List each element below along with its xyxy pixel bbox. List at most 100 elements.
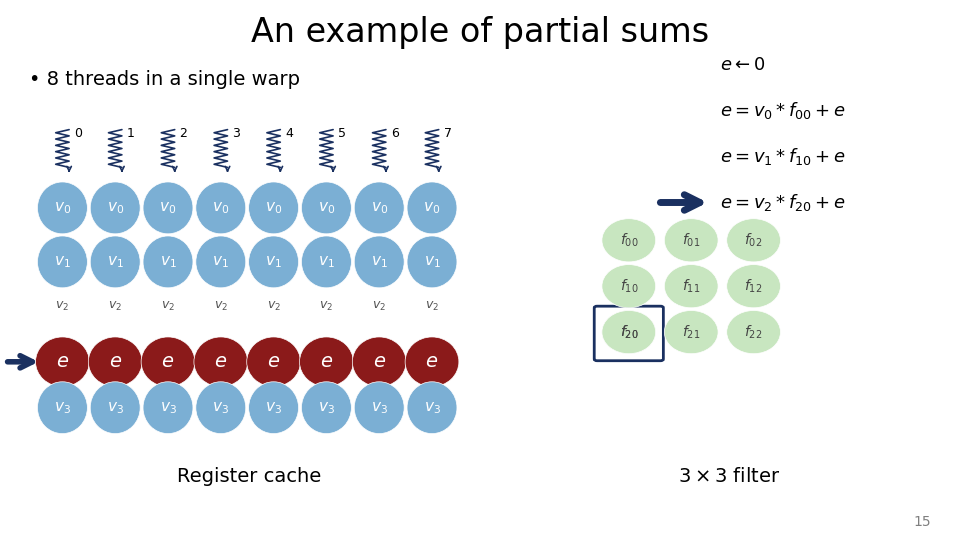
Ellipse shape xyxy=(301,236,351,288)
Ellipse shape xyxy=(602,265,656,308)
Text: $v_0$: $v_0$ xyxy=(423,200,441,216)
Text: $f_{20}$: $f_{20}$ xyxy=(619,323,638,341)
Ellipse shape xyxy=(196,182,246,234)
Ellipse shape xyxy=(354,236,404,288)
Text: $e = v_2 * f_{20} + e$: $e = v_2 * f_{20} + e$ xyxy=(720,192,846,213)
Ellipse shape xyxy=(90,382,140,434)
Ellipse shape xyxy=(143,382,193,434)
Text: 2: 2 xyxy=(180,127,187,140)
Ellipse shape xyxy=(664,265,718,308)
Ellipse shape xyxy=(90,182,140,234)
Text: $f_{21}$: $f_{21}$ xyxy=(682,323,701,341)
Text: $v_2$: $v_2$ xyxy=(372,300,386,313)
Ellipse shape xyxy=(301,182,351,234)
Ellipse shape xyxy=(37,236,87,288)
Text: $v_0$: $v_0$ xyxy=(54,200,71,216)
Text: 0: 0 xyxy=(74,127,82,140)
Text: $v_1$: $v_1$ xyxy=(265,254,282,270)
Text: 6: 6 xyxy=(391,127,398,140)
Ellipse shape xyxy=(37,182,87,234)
Text: $v_3$: $v_3$ xyxy=(159,400,177,416)
Text: Register cache: Register cache xyxy=(178,467,322,486)
Ellipse shape xyxy=(247,337,300,387)
Text: $v_2$: $v_2$ xyxy=(214,300,228,313)
Ellipse shape xyxy=(90,236,140,288)
Text: $e$: $e$ xyxy=(372,352,386,372)
Text: $v_3$: $v_3$ xyxy=(371,400,388,416)
Text: $v_1$: $v_1$ xyxy=(159,254,177,270)
Text: $e$: $e$ xyxy=(425,352,439,372)
Ellipse shape xyxy=(405,337,459,387)
Ellipse shape xyxy=(602,219,656,262)
Text: $v_1$: $v_1$ xyxy=(54,254,71,270)
Ellipse shape xyxy=(300,337,353,387)
Text: $e$: $e$ xyxy=(56,352,69,372)
Ellipse shape xyxy=(407,182,457,234)
Text: 1: 1 xyxy=(127,127,134,140)
Ellipse shape xyxy=(249,236,299,288)
Text: 5: 5 xyxy=(338,127,346,140)
Text: 3: 3 xyxy=(232,127,240,140)
Text: $e$: $e$ xyxy=(267,352,280,372)
Ellipse shape xyxy=(194,337,248,387)
Text: $v_0$: $v_0$ xyxy=(159,200,177,216)
Text: $v_0$: $v_0$ xyxy=(371,200,388,216)
Ellipse shape xyxy=(354,382,404,434)
Ellipse shape xyxy=(196,236,246,288)
Text: $f_{01}$: $f_{01}$ xyxy=(682,232,701,249)
Ellipse shape xyxy=(141,337,195,387)
Ellipse shape xyxy=(407,382,457,434)
Text: $v_1$: $v_1$ xyxy=(318,254,335,270)
Text: $e \leftarrow 0$: $e \leftarrow 0$ xyxy=(720,56,765,74)
Ellipse shape xyxy=(143,182,193,234)
Text: $e = v_1 * f_{10} + e$: $e = v_1 * f_{10} + e$ xyxy=(720,146,846,167)
Text: $f_{12}$: $f_{12}$ xyxy=(744,278,763,295)
Text: $f_{11}$: $f_{11}$ xyxy=(682,278,701,295)
FancyBboxPatch shape xyxy=(594,306,663,361)
Text: $v_3$: $v_3$ xyxy=(54,400,71,416)
Text: $v_1$: $v_1$ xyxy=(212,254,229,270)
Text: $e$: $e$ xyxy=(320,352,333,372)
Text: $e$: $e$ xyxy=(161,352,175,372)
Ellipse shape xyxy=(727,265,780,308)
Ellipse shape xyxy=(352,337,406,387)
Text: 4: 4 xyxy=(285,127,293,140)
Text: $f_{00}$: $f_{00}$ xyxy=(619,232,638,249)
Text: $v_3$: $v_3$ xyxy=(107,400,124,416)
Text: 15: 15 xyxy=(914,515,931,529)
Text: • 8 threads in a single warp: • 8 threads in a single warp xyxy=(29,70,300,89)
Text: $e$: $e$ xyxy=(214,352,228,372)
Text: $f_{20}$: $f_{20}$ xyxy=(619,323,638,341)
Ellipse shape xyxy=(301,382,351,434)
Ellipse shape xyxy=(727,310,780,354)
Ellipse shape xyxy=(249,382,299,434)
Ellipse shape xyxy=(88,337,142,387)
Text: $v_2$: $v_2$ xyxy=(56,300,69,313)
Text: $v_0$: $v_0$ xyxy=(318,200,335,216)
Text: $v_3$: $v_3$ xyxy=(212,400,229,416)
Text: $e$: $e$ xyxy=(108,352,122,372)
Text: $e = v_0 * f_{00} + e$: $e = v_0 * f_{00} + e$ xyxy=(720,100,846,121)
Ellipse shape xyxy=(249,182,299,234)
Text: $f_{02}$: $f_{02}$ xyxy=(744,232,763,249)
Text: $v_3$: $v_3$ xyxy=(265,400,282,416)
Text: $3 \times 3$ filter: $3 \times 3$ filter xyxy=(679,467,780,486)
Text: $v_1$: $v_1$ xyxy=(423,254,441,270)
Text: 7: 7 xyxy=(444,127,451,140)
Text: $v_1$: $v_1$ xyxy=(107,254,124,270)
Ellipse shape xyxy=(664,310,718,354)
Text: $f_{22}$: $f_{22}$ xyxy=(744,323,763,341)
Text: An example of partial sums: An example of partial sums xyxy=(251,16,709,49)
Text: $v_2$: $v_2$ xyxy=(267,300,280,313)
Ellipse shape xyxy=(727,219,780,262)
Text: $v_2$: $v_2$ xyxy=(320,300,333,313)
Ellipse shape xyxy=(37,382,87,434)
Text: $v_0$: $v_0$ xyxy=(265,200,282,216)
Text: $v_3$: $v_3$ xyxy=(423,400,441,416)
Ellipse shape xyxy=(664,219,718,262)
Text: $v_2$: $v_2$ xyxy=(161,300,175,313)
Ellipse shape xyxy=(407,236,457,288)
Text: $v_0$: $v_0$ xyxy=(212,200,229,216)
Text: $v_2$: $v_2$ xyxy=(425,300,439,313)
Ellipse shape xyxy=(602,310,656,354)
